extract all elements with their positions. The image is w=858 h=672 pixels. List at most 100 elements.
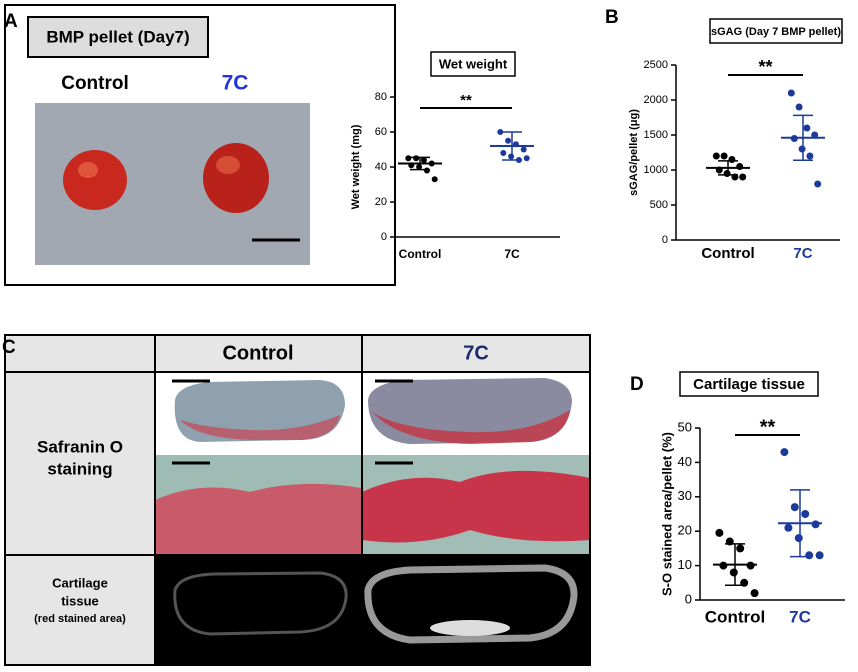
micro-image (155, 483, 362, 555)
x-tick-label: Control (701, 245, 754, 262)
y-tick-label: 50 (678, 419, 692, 434)
pellet (203, 143, 269, 213)
data-point (723, 170, 731, 177)
data-point (712, 152, 720, 160)
data-point (423, 167, 430, 174)
section-image (372, 410, 570, 444)
table-grid (4, 334, 591, 666)
pellet-label: 7C (222, 72, 249, 95)
pellet (63, 150, 127, 210)
error-bar (502, 131, 522, 161)
highlight (216, 156, 240, 174)
data-point (794, 534, 803, 543)
highlight (78, 162, 98, 178)
y-tick-label: 80 (375, 91, 387, 103)
data-point (720, 152, 728, 160)
data-point (811, 131, 819, 139)
y-tick-label: 1000 (644, 164, 668, 176)
data-point (780, 448, 789, 457)
y-tick-label: 20 (375, 196, 387, 208)
row-header: staining (47, 459, 112, 478)
pellet-label: Control (61, 73, 129, 94)
data-point (790, 503, 799, 512)
error-bar (793, 114, 813, 161)
data-point (508, 153, 515, 160)
data-point (500, 150, 507, 156)
row-header: Safranin O (37, 437, 123, 456)
chart-title: Cartilage tissue (693, 376, 805, 393)
data-point (806, 152, 814, 160)
chart-title: sGAG (Day 7 BMP pellet) (711, 26, 841, 38)
data-point (795, 103, 803, 111)
header: BMP pellet (Day7) (46, 27, 189, 46)
data-point (505, 137, 512, 144)
data-point (413, 155, 420, 162)
data-point (736, 544, 745, 553)
x-tick-label: Control (399, 247, 442, 261)
data-point (801, 510, 810, 518)
significance: ** (758, 57, 772, 77)
mask-outline (364, 564, 578, 644)
y-tick-label: 0 (662, 234, 668, 246)
data-point (814, 180, 822, 188)
data-point (811, 520, 820, 529)
panel-letter: C (2, 337, 16, 358)
mask-outline (173, 571, 348, 636)
data-point (798, 145, 806, 153)
y-tick-label: 2500 (644, 59, 668, 71)
y-axis-label: sGAG/pellet (μg) (628, 109, 640, 196)
data-point (729, 568, 738, 577)
data-point (784, 523, 793, 532)
x-tick-label: Control (705, 607, 765, 626)
y-tick-label: 0 (685, 591, 692, 606)
y-tick-label: 60 (375, 126, 387, 138)
x-tick-label: 7C (789, 607, 811, 626)
row-note: (red stained area) (34, 613, 126, 625)
title-box (679, 371, 819, 397)
y-axis-label: S-O stained area/pellet (%) (659, 432, 674, 596)
y-tick-label: 20 (678, 523, 692, 538)
data-point (746, 561, 755, 570)
data-point (739, 173, 747, 181)
y-tick-label: 10 (678, 557, 692, 572)
data-point (728, 156, 736, 163)
data-point (815, 551, 824, 560)
data-point (497, 129, 504, 135)
y-tick-label: 40 (375, 161, 387, 173)
data-point (803, 124, 811, 132)
y-tick-label: 1500 (644, 129, 668, 141)
panel-letter: B (605, 7, 619, 28)
data-point (405, 155, 412, 162)
mask-highlight (430, 620, 510, 636)
x-tick-label: 7C (504, 247, 520, 261)
y-tick-label: 500 (650, 199, 668, 211)
y-axis-label: Wet weight (mg) (350, 124, 362, 209)
data-point (715, 528, 724, 537)
data-point (805, 551, 814, 560)
error-bar (790, 489, 810, 558)
data-point (523, 155, 530, 162)
significance: ** (460, 92, 472, 109)
data-point (736, 163, 744, 170)
column-header: Control (222, 342, 293, 364)
error-bar (725, 543, 745, 586)
row-header: Cartilage (52, 575, 108, 590)
x-tick-label: 7C (793, 245, 812, 262)
error-bar (718, 160, 738, 176)
section-image (180, 415, 340, 440)
section-image (368, 378, 572, 444)
y-tick-label: 30 (678, 488, 692, 503)
data-point (719, 561, 728, 570)
y-tick-label: 0 (381, 231, 387, 243)
data-point (520, 146, 527, 153)
title-box (709, 18, 843, 44)
col-header-bg (155, 335, 590, 372)
row-header: tissue (61, 593, 99, 608)
chart-title: Wet weight (439, 56, 508, 71)
panel-letter: A (4, 11, 18, 32)
error-bar (410, 156, 430, 171)
data-point (787, 89, 795, 97)
header-box (27, 16, 209, 58)
y-tick-label: 40 (678, 454, 692, 469)
